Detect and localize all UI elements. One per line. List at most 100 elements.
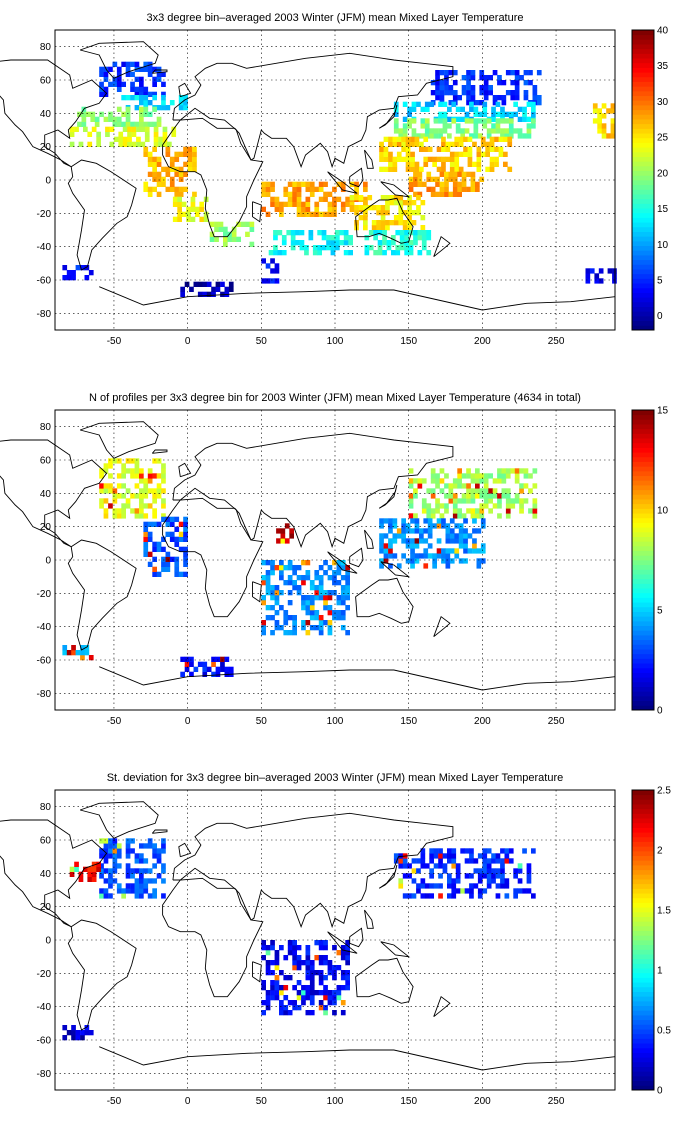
heatmap-cell [398,883,404,889]
heatmap-cell [438,848,443,854]
coastline [355,197,414,244]
colorbar-segment [632,667,654,673]
heatmap-cell [270,560,275,566]
heatmap-cell [483,503,489,509]
heatmap-cell [447,858,452,864]
heatmap-cell [458,528,464,534]
heatmap-cell [309,610,315,616]
heatmap-cell [448,70,454,76]
heatmap-cell [411,106,417,112]
heatmap-cell [125,838,131,844]
panel-std-deviation: St. deviation for 3x3 degree bin–average… [0,760,696,1130]
heatmap-cell [332,201,337,207]
heatmap-cell [417,478,423,484]
heatmap-cell [147,100,153,106]
coastline [67,539,137,651]
heatmap-cell [438,128,443,134]
heatmap-cell [510,503,516,509]
heatmap-cell [460,128,465,134]
heatmap-cell [345,585,350,591]
heatmap-cell [156,541,162,547]
heatmap-cell [399,230,405,236]
heatmap-cell [317,230,322,236]
colorbar-segment [632,142,654,148]
heatmap-cell [426,235,432,241]
heatmap-cell [336,600,342,606]
heatmap-cell [183,526,188,532]
heatmap-cell [522,106,527,112]
heatmap-cell [318,630,324,636]
heatmap-cell [514,498,520,504]
heatmap-cell [314,595,320,601]
heatmap-cell [416,883,421,889]
heatmap-cell [280,538,286,544]
heatmap-cell [393,118,399,124]
heatmap-cell [211,286,216,292]
heatmap-cell [451,888,457,894]
heatmap-cell [447,106,452,112]
std-deviation-heatmap: -50 0 50 100 150 200 250-80-60-40-200204060800… [0,786,671,1107]
heatmap-cell [458,523,464,529]
heatmap-cell [261,181,266,187]
heatmap-cell [318,575,324,581]
heatmap-cell [305,995,311,1001]
heatmap-cell [147,171,153,177]
heatmap-cell [452,70,458,76]
heatmap-cell [130,868,135,874]
heatmap-cell [265,1000,271,1006]
heatmap-cell [401,528,406,534]
heatmap-cell [503,136,508,142]
heatmap-cell [340,625,346,631]
heatmap-cell [597,118,602,124]
heatmap-cell [407,106,412,112]
heatmap-cell [62,1035,68,1041]
heatmap-cell [270,590,275,596]
heatmap-cell [479,176,485,182]
heatmap-cell [488,498,493,504]
colorbar-segment [632,147,654,153]
heatmap-cell [508,118,514,124]
heatmap-cell [439,503,445,509]
heatmap-cell [514,85,520,91]
heatmap-cell [607,268,613,274]
heatmap-cell [139,858,144,864]
heatmap-cell [461,513,467,519]
heatmap-cell [156,105,162,111]
heatmap-cell [295,230,300,236]
heatmap-cell [162,136,168,142]
heatmap-cell [452,498,458,504]
heatmap-cell [467,533,473,539]
heatmap-cell [190,196,196,202]
heatmap-cell [479,85,485,91]
heatmap-cell [385,200,390,206]
heatmap-cell [296,575,302,581]
heatmap-cell [336,570,342,576]
heatmap-cell [211,661,216,667]
heatmap-cell [388,156,393,162]
heatmap-cell [371,205,377,211]
heatmap-cell [445,146,451,152]
heatmap-cell [442,863,448,869]
heatmap-cell [318,580,324,586]
heatmap-cell [495,111,501,117]
colorbar-segment [632,869,654,875]
colorbar-segment [632,677,654,683]
heatmap-cell [236,236,241,242]
heatmap-cell [136,141,141,147]
heatmap-cell [399,245,405,251]
colorbar-segment [632,592,654,598]
heatmap-cell [94,121,100,127]
heatmap-cell [612,268,617,274]
heatmap-cell [116,848,122,854]
heatmap-cell [523,468,529,474]
heatmap-cell [273,235,278,241]
heatmap-cell [165,105,171,111]
heatmap-cell [466,498,471,504]
heatmap-cell [380,220,386,226]
y-tick-label: 80 [40,42,52,53]
heatmap-cell [161,105,166,111]
colorbar-tick-label: 2.5 [657,786,671,797]
heatmap-cell [380,205,386,211]
heatmap-cell [458,538,464,544]
heatmap-cell [326,235,331,241]
